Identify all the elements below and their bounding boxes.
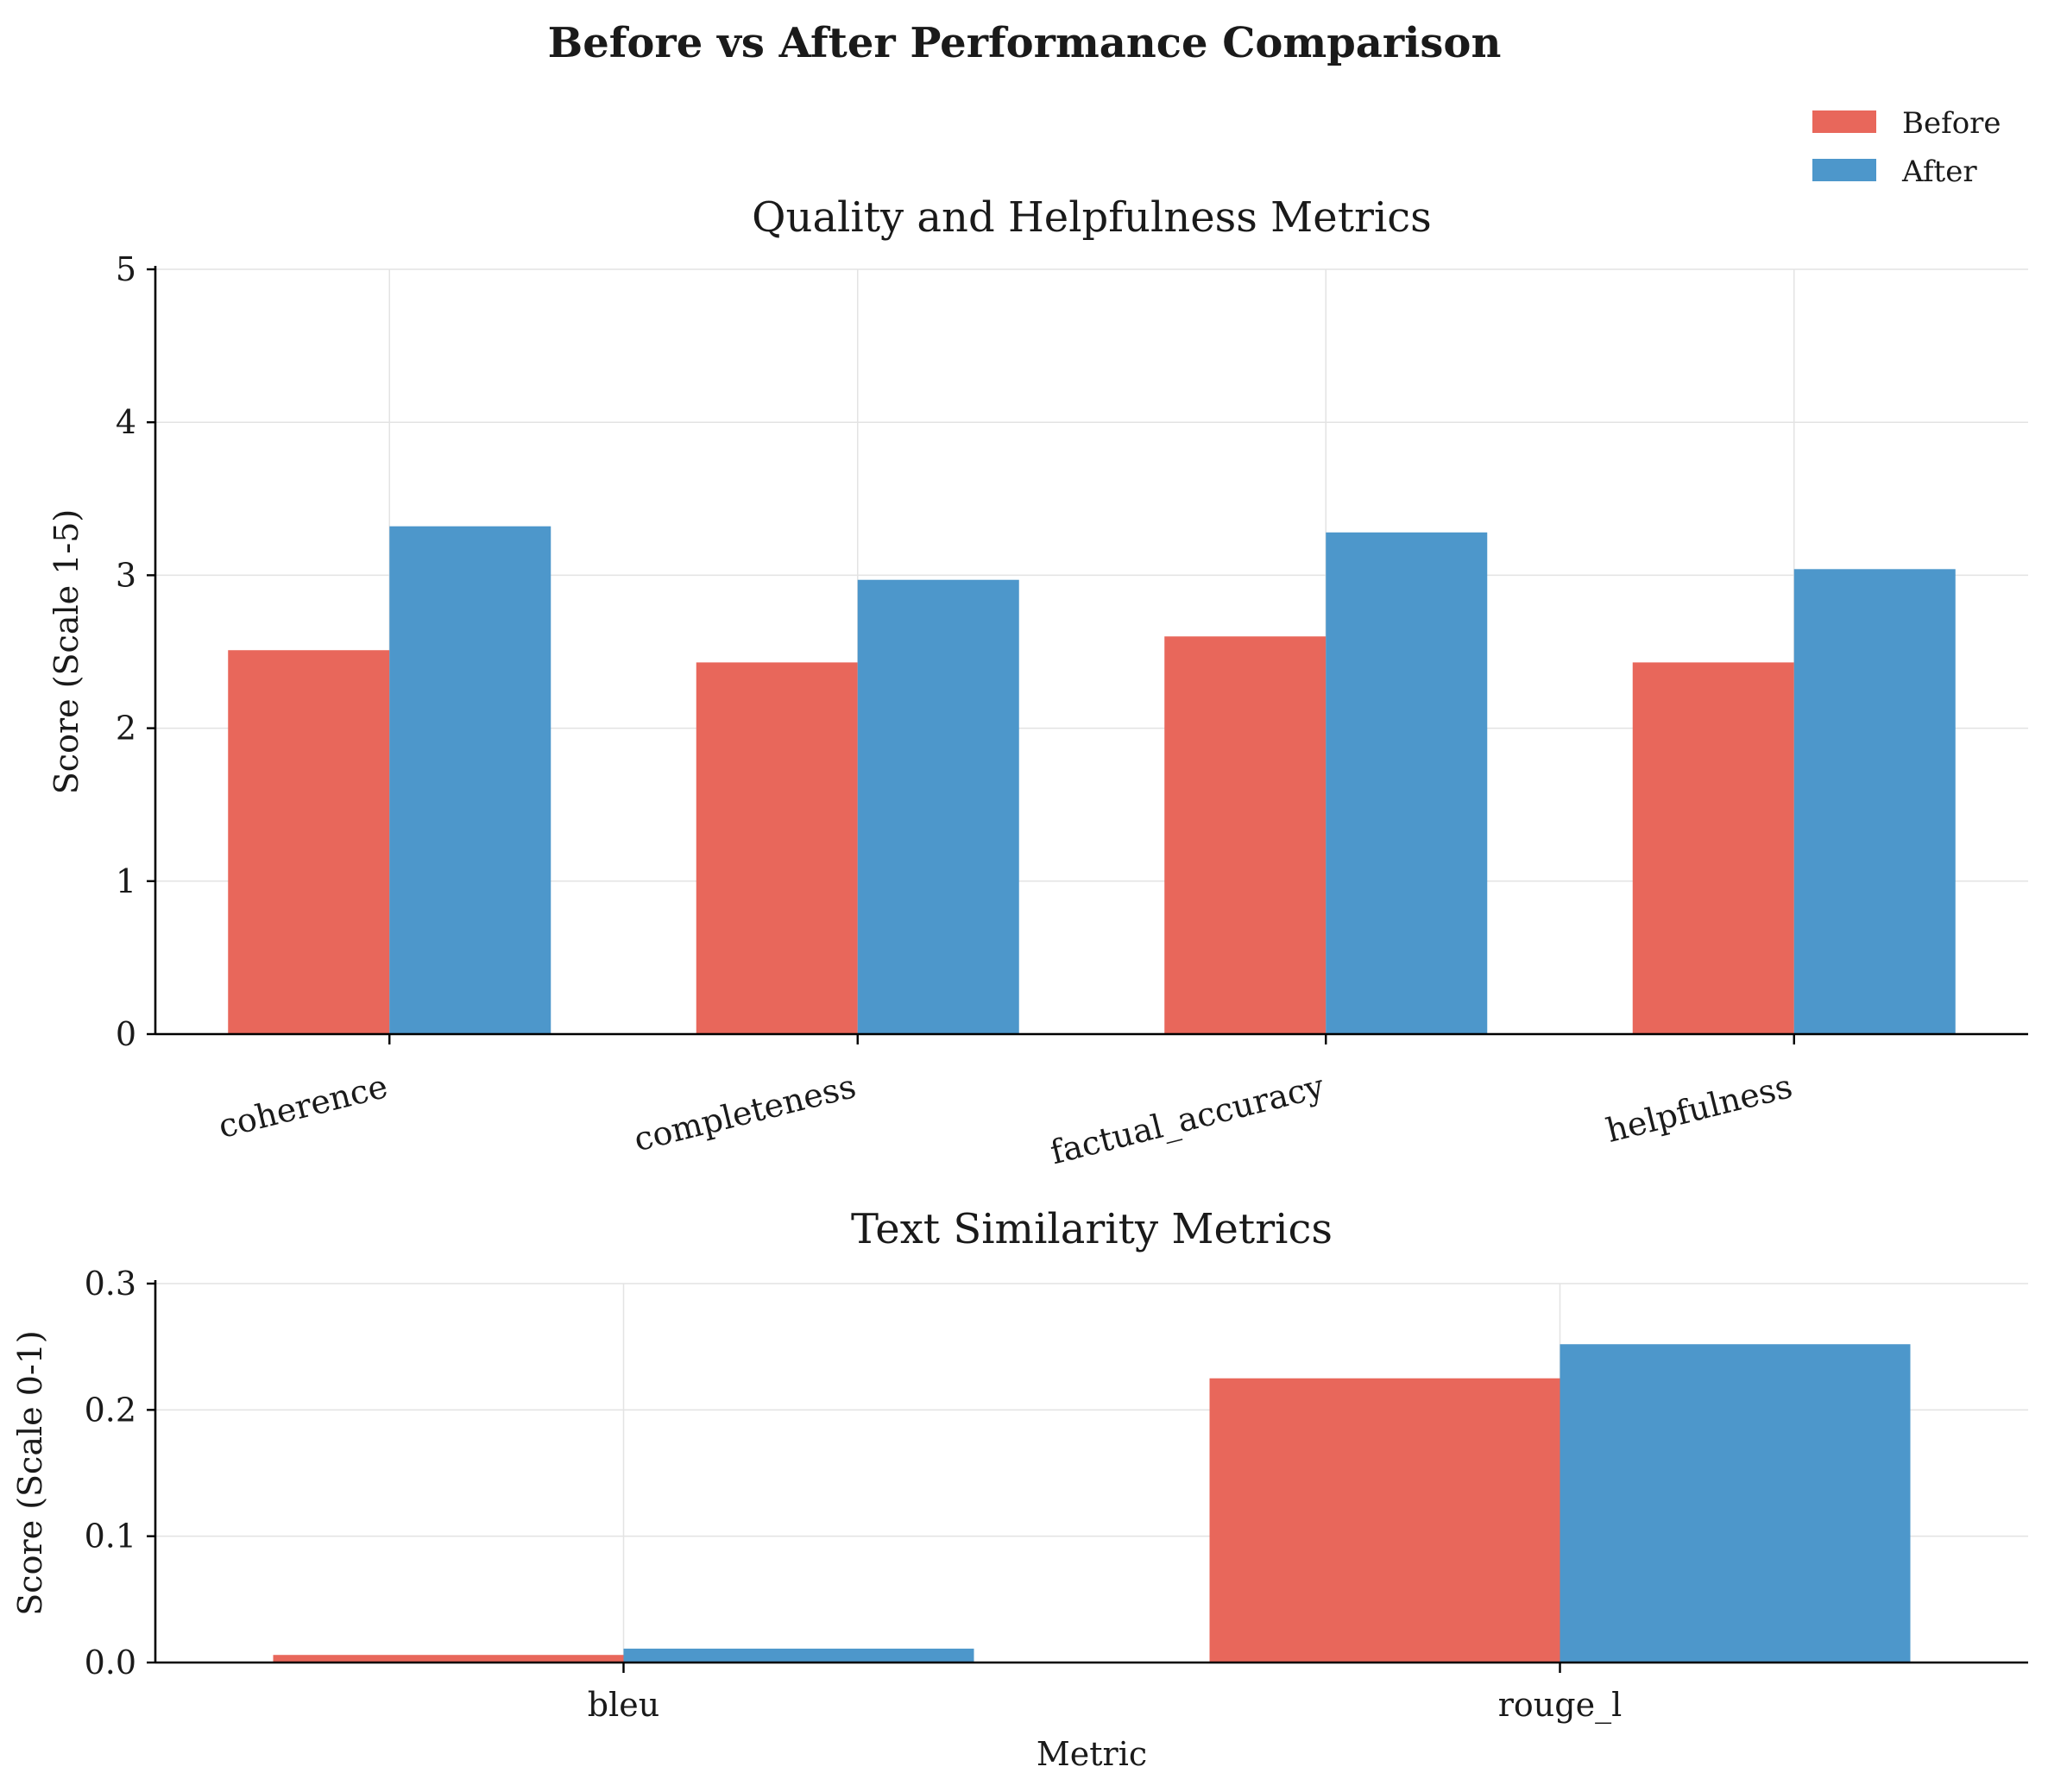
chart0-ytick-label: 1	[116, 862, 136, 900]
chart0-xtick-label: coherence	[215, 1067, 392, 1145]
chart0-bar-after-factual_accuracy	[1326, 532, 1488, 1034]
chart0-xtick-label: factual_accuracy	[1047, 1067, 1329, 1172]
chart1-bar-before-bleu	[273, 1655, 624, 1663]
chart0-bar-after-completeness	[857, 579, 1019, 1034]
chart1-xtick-label: rouge_l	[1498, 1686, 1622, 1725]
chart1-xlabel: Metric	[1037, 1735, 1147, 1773]
text-similarity-panel: 0.0 0.1 0.2 0.3 bleu rouge_l Text Similarity M…	[11, 1205, 2028, 1773]
chart0-bar-before-completeness	[696, 662, 858, 1034]
chart1-title: Text Similarity Metrics	[851, 1205, 1333, 1253]
chart0-xtick-label: completeness	[630, 1067, 860, 1158]
quality-metrics-panel: 0 1 2 3 4 5 coherence completeness factual_accur…	[47, 193, 2028, 1172]
chart0-bar-after-coherence	[389, 526, 551, 1034]
legend-label-after: After	[1901, 155, 1977, 189]
legend-swatch-after	[1812, 159, 1876, 181]
chart0-bar-after-helpfulness	[1793, 569, 1956, 1034]
chart1-ytick-label: 0.2	[85, 1391, 136, 1429]
chart0-ytick-label: 3	[116, 556, 136, 594]
chart0-xtick-label: helpfulness	[1603, 1067, 1796, 1150]
chart1-ytick-label: 0.1	[85, 1518, 136, 1555]
legend: Before After	[1812, 106, 2001, 189]
chart0-bar-before-helpfulness	[1632, 662, 1794, 1034]
legend-label-before: Before	[1902, 106, 2001, 141]
chart1-bar-after-bleu	[623, 1648, 974, 1663]
chart1-bar-after-rouge_l	[1560, 1344, 1911, 1663]
chart0-ytick-label: 5	[116, 250, 136, 288]
figure-title: Before vs After Performance Comparison	[548, 19, 1502, 67]
chart1-bar-before-rouge_l	[1209, 1378, 1560, 1663]
chart0-bar-before-coherence	[228, 650, 390, 1034]
chart1-xtick-label: bleu	[588, 1686, 659, 1724]
chart0-ylabel: Score (Scale 1-5)	[47, 509, 85, 794]
chart1-ylabel: Score (Scale 0-1)	[11, 1330, 49, 1615]
legend-swatch-before	[1812, 110, 1876, 133]
chart0-title: Quality and Helpfulness Metrics	[752, 193, 1432, 242]
chart0-bar-before-factual_accuracy	[1164, 636, 1326, 1034]
chart1-ytick-label: 0.0	[85, 1644, 136, 1682]
chart0-ytick-label: 0	[116, 1015, 136, 1053]
chart0-ytick-label: 4	[116, 403, 136, 441]
chart0-ytick-label: 2	[116, 710, 136, 748]
chart1-ytick-label: 0.3	[85, 1265, 136, 1303]
